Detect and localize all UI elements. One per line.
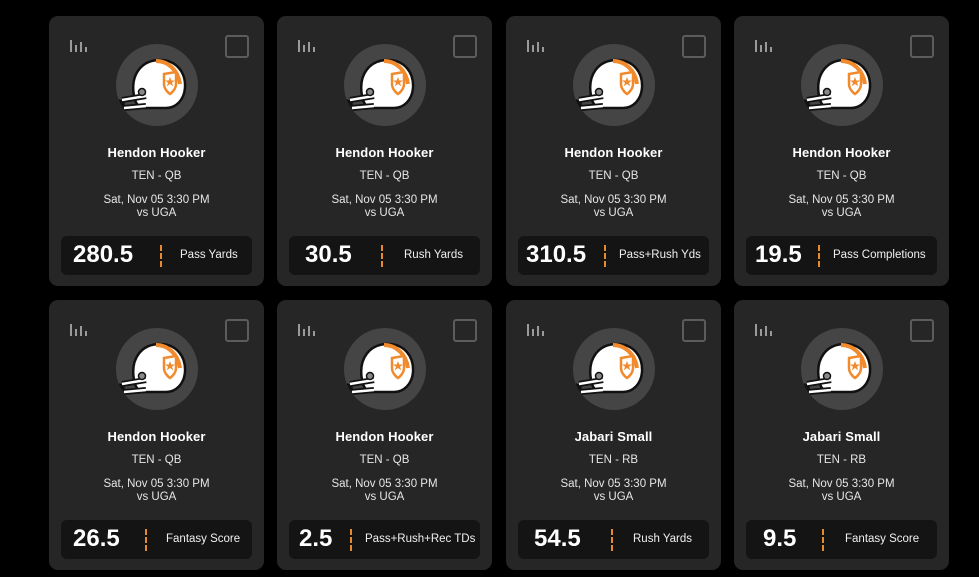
line-divider <box>160 245 162 267</box>
projection-card[interactable]: Jabari Small TEN - RB Sat, Nov 05 3:30 P… <box>506 300 721 570</box>
line-value: 280.5 <box>73 241 134 268</box>
stat-type: Pass Yards <box>180 249 238 261</box>
select-checkbox[interactable] <box>453 35 477 58</box>
team-position: TEN - QB <box>131 170 182 182</box>
team-helmet-icon <box>573 328 655 410</box>
line-value: 310.5 <box>526 241 587 268</box>
opponent: vs UGA <box>821 491 862 503</box>
team-helmet-icon <box>573 44 655 126</box>
projection-line[interactable]: 19.5 Pass Completions <box>746 236 937 275</box>
line-divider <box>818 245 820 267</box>
select-checkbox[interactable] <box>682 35 706 58</box>
team-position: TEN - QB <box>131 454 182 466</box>
opponent: vs UGA <box>136 491 177 503</box>
bar-stats-icon[interactable] <box>755 322 773 336</box>
projection-line[interactable]: 26.5 Fantasy Score <box>61 520 252 559</box>
team-helmet-icon <box>116 328 198 410</box>
line-value: 2.5 <box>299 525 333 552</box>
stat-type: Pass Completions <box>833 249 926 261</box>
team-helmet-icon <box>344 328 426 410</box>
player-name: Hendon Hooker <box>107 145 206 160</box>
team-position: TEN - RB <box>588 454 639 466</box>
game-time: Sat, Nov 05 3:30 PM <box>331 478 438 490</box>
game-time: Sat, Nov 05 3:30 PM <box>788 194 895 206</box>
bar-stats-icon[interactable] <box>70 38 88 52</box>
opponent: vs UGA <box>136 207 177 219</box>
game-time: Sat, Nov 05 3:30 PM <box>331 194 438 206</box>
select-checkbox[interactable] <box>225 319 249 342</box>
bar-stats-icon[interactable] <box>755 38 773 52</box>
bar-stats-icon[interactable] <box>70 322 88 336</box>
opponent: vs UGA <box>364 491 405 503</box>
select-checkbox[interactable] <box>682 319 706 342</box>
projection-card[interactable]: Hendon Hooker TEN - QB Sat, Nov 05 3:30 … <box>734 16 949 286</box>
player-name: Hendon Hooker <box>107 429 206 444</box>
stat-type: Pass+Rush Yds <box>619 249 701 261</box>
opponent: vs UGA <box>593 207 634 219</box>
player-name: Jabari Small <box>574 429 653 444</box>
line-value: 26.5 <box>73 525 120 552</box>
stat-type: Pass+Rush+Rec TDs <box>365 533 476 545</box>
line-divider <box>604 245 606 267</box>
projection-line[interactable]: 2.5 Pass+Rush+Rec TDs <box>289 520 480 559</box>
opponent: vs UGA <box>821 207 862 219</box>
team-helmet-icon <box>801 328 883 410</box>
line-value: 30.5 <box>305 241 352 268</box>
line-divider <box>611 529 613 551</box>
game-time: Sat, Nov 05 3:30 PM <box>103 194 210 206</box>
line-divider <box>350 529 352 551</box>
line-divider <box>381 245 383 267</box>
line-value: 19.5 <box>755 241 802 268</box>
select-checkbox[interactable] <box>453 319 477 342</box>
team-position: TEN - QB <box>359 454 410 466</box>
bar-stats-icon[interactable] <box>298 38 316 52</box>
team-position: TEN - QB <box>588 170 639 182</box>
bar-stats-icon[interactable] <box>298 322 316 336</box>
team-helmet-icon <box>116 44 198 126</box>
line-value: 9.5 <box>763 525 797 552</box>
game-time: Sat, Nov 05 3:30 PM <box>560 194 667 206</box>
projection-card[interactable]: Hendon Hooker TEN - QB Sat, Nov 05 3:30 … <box>49 300 264 570</box>
stat-type: Rush Yards <box>633 533 693 545</box>
projection-card[interactable]: Hendon Hooker TEN - QB Sat, Nov 05 3:30 … <box>506 16 721 286</box>
select-checkbox[interactable] <box>225 35 249 58</box>
player-name: Hendon Hooker <box>335 429 434 444</box>
team-position: TEN - QB <box>359 170 410 182</box>
team-helmet-icon <box>801 44 883 126</box>
player-name: Hendon Hooker <box>564 145 663 160</box>
bar-stats-icon[interactable] <box>527 322 545 336</box>
select-checkbox[interactable] <box>910 35 934 58</box>
team-position: TEN - RB <box>816 454 867 466</box>
opponent: vs UGA <box>593 491 634 503</box>
projection-card[interactable]: Hendon Hooker TEN - QB Sat, Nov 05 3:30 … <box>49 16 264 286</box>
player-name: Hendon Hooker <box>335 145 434 160</box>
bar-stats-icon[interactable] <box>527 38 545 52</box>
opponent: vs UGA <box>364 207 405 219</box>
player-name: Jabari Small <box>802 429 881 444</box>
game-time: Sat, Nov 05 3:30 PM <box>560 478 667 490</box>
line-value: 54.5 <box>534 525 581 552</box>
projection-line[interactable]: 310.5 Pass+Rush Yds <box>518 236 709 275</box>
team-helmet-icon <box>344 44 426 126</box>
projection-card[interactable]: Hendon Hooker TEN - QB Sat, Nov 05 3:30 … <box>277 300 492 570</box>
projection-card[interactable]: Jabari Small TEN - RB Sat, Nov 05 3:30 P… <box>734 300 949 570</box>
projection-line[interactable]: 9.5 Fantasy Score <box>746 520 937 559</box>
team-position: TEN - QB <box>816 170 867 182</box>
player-name: Hendon Hooker <box>792 145 891 160</box>
line-divider <box>145 529 147 551</box>
select-checkbox[interactable] <box>910 319 934 342</box>
stat-type: Fantasy Score <box>845 533 920 545</box>
game-time: Sat, Nov 05 3:30 PM <box>103 478 210 490</box>
stat-type: Fantasy Score <box>166 533 241 545</box>
projection-line[interactable]: 30.5 Rush Yards <box>289 236 480 275</box>
game-time: Sat, Nov 05 3:30 PM <box>788 478 895 490</box>
projection-line[interactable]: 280.5 Pass Yards <box>61 236 252 275</box>
stat-type: Rush Yards <box>404 249 464 261</box>
projection-card[interactable]: Hendon Hooker TEN - QB Sat, Nov 05 3:30 … <box>277 16 492 286</box>
line-divider <box>822 529 824 551</box>
projection-line[interactable]: 54.5 Rush Yards <box>518 520 709 559</box>
